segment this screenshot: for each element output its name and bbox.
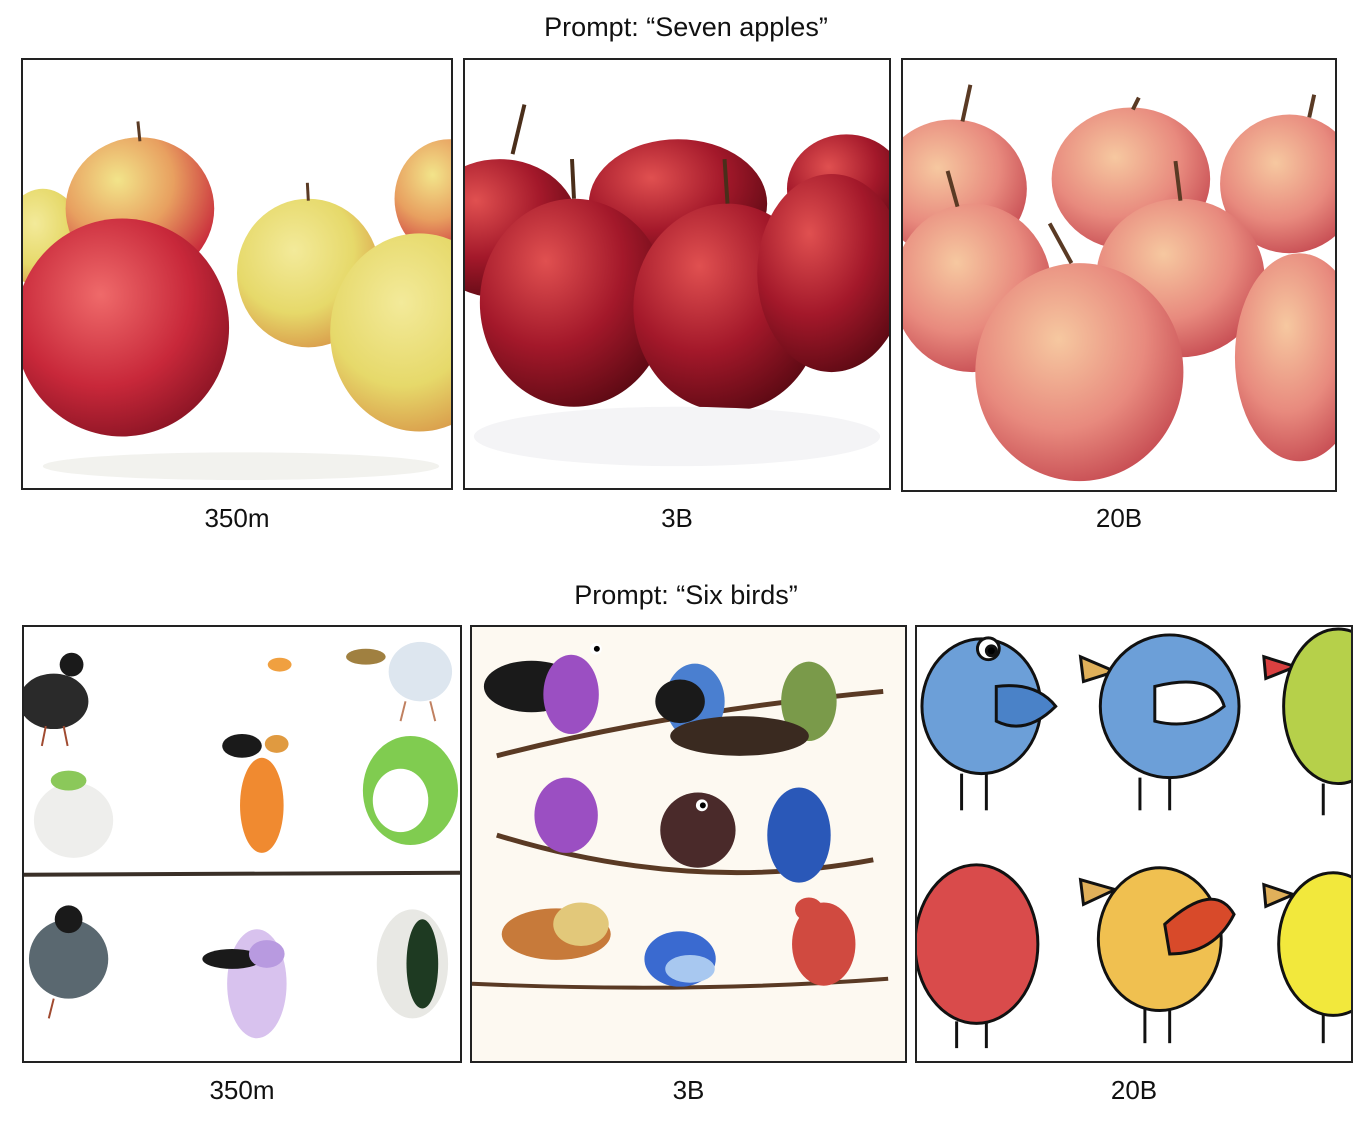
image-panel-apples-20b — [901, 58, 1337, 492]
panel-label-apples-350m: 350m — [204, 503, 270, 533]
apples-image-20b — [903, 60, 1335, 490]
image-panel-birds-3b — [470, 625, 907, 1063]
image-panel-birds-350m — [22, 625, 462, 1063]
panel-label-apples-3b: 3B — [661, 503, 693, 533]
apples-image-3b — [465, 60, 889, 488]
birds-image-350m — [24, 627, 460, 1061]
birds-image-3b — [472, 627, 905, 1061]
prompt-title-birds: Prompt: “Six birds” — [574, 580, 798, 610]
image-panel-apples-3b — [463, 58, 891, 490]
image-panel-birds-20b — [915, 625, 1353, 1063]
birds-image-20b — [917, 627, 1351, 1061]
image-panel-apples-350m — [21, 58, 453, 490]
panel-label-apples-20b: 20B — [1095, 503, 1143, 533]
apples-image-350m — [23, 60, 451, 488]
panel-label-birds-350m: 350m — [209, 1075, 275, 1105]
prompt-title-apples: Prompt: “Seven apples” — [544, 12, 828, 42]
panel-label-birds-3b: 3B — [672, 1075, 705, 1105]
panel-label-birds-20b: 20B — [1110, 1075, 1158, 1105]
